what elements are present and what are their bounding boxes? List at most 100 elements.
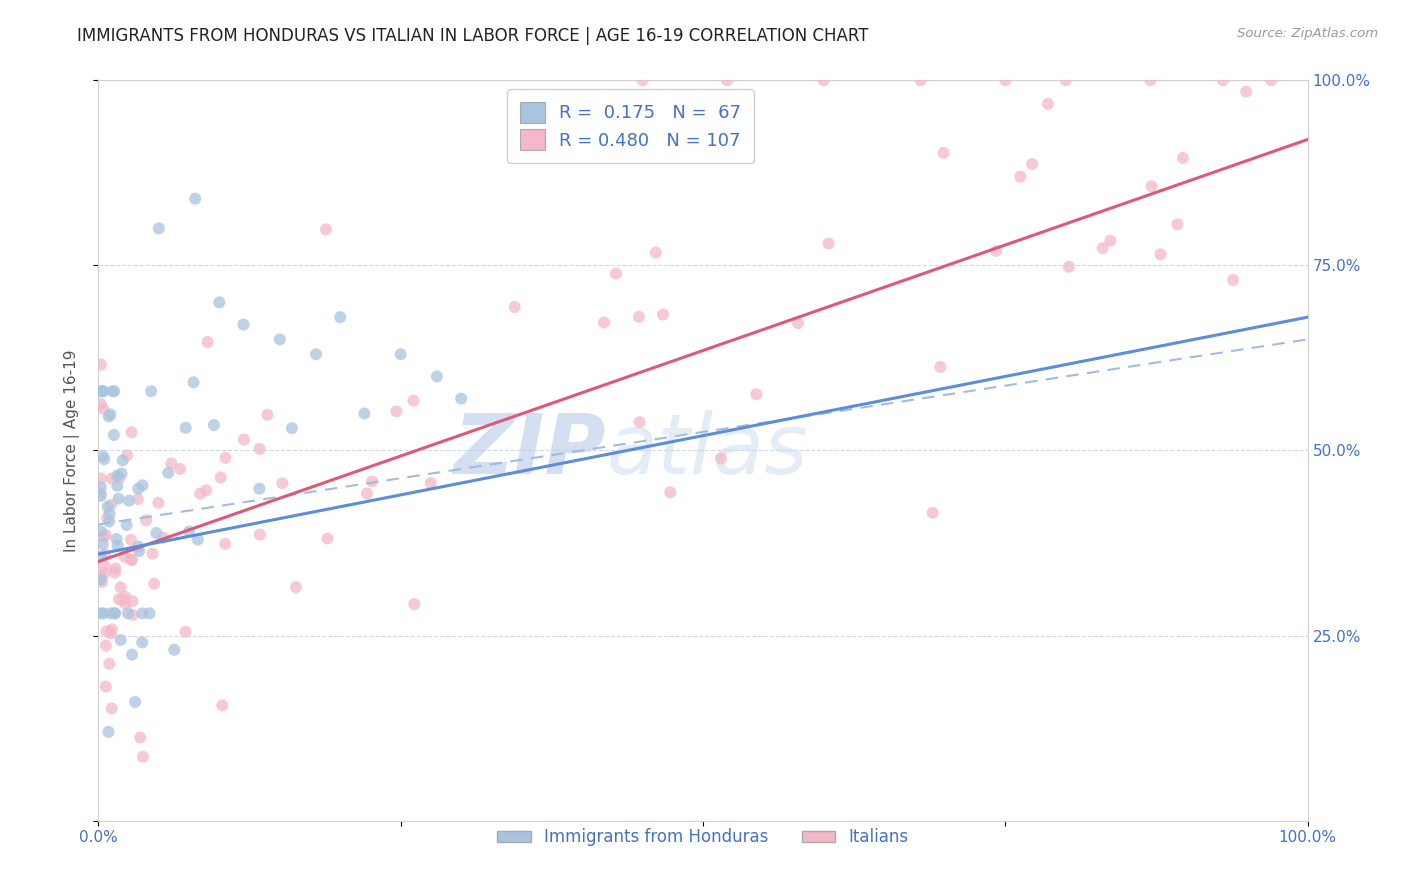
Point [745,387,768,401]
Point [285,580,308,594]
Point [281,421,304,435]
Point [1212,73,1234,87]
Point [389,347,412,361]
Point [93,452,115,467]
Point [1010,169,1032,184]
Point [103,428,125,442]
Point [139,384,162,399]
Point [114,597,136,611]
Point [90,568,112,582]
Point [91,401,114,416]
Point [503,300,526,314]
Point [90,549,112,564]
Point [105,532,128,546]
Point [160,457,183,471]
Point [118,493,141,508]
Point [127,540,149,554]
Point [353,407,375,421]
Point [90,397,112,411]
Point [131,635,153,649]
Y-axis label: In Labor Force | Age 16-19: In Labor Force | Age 16-19 [65,349,80,552]
Point [108,471,131,485]
Point [419,475,441,490]
Point [127,482,149,496]
Point [94,548,117,562]
Point [710,451,733,466]
Point [1139,73,1161,87]
Point [94,528,117,542]
Point [644,245,666,260]
Point [90,471,112,485]
Text: IMMIGRANTS FROM HONDURAS VS ITALIAN IN LABOR FORCE | AGE 16-19 CORRELATION CHART: IMMIGRANTS FROM HONDURAS VS ITALIAN IN L… [77,27,869,45]
Point [211,698,233,713]
Point [121,648,143,662]
Point [128,544,150,558]
Point [1234,85,1257,99]
Point [121,425,143,440]
Point [143,576,166,591]
Point [90,489,112,503]
Point [249,442,271,456]
Point [152,531,174,545]
Point [627,310,650,324]
Point [174,624,197,639]
Point [100,408,122,422]
Point [115,448,138,462]
Point [135,513,157,527]
Point [184,192,207,206]
Point [117,607,139,621]
Point [101,623,124,637]
Point [96,624,118,639]
Point [208,295,231,310]
Point [1222,273,1244,287]
Point [93,529,115,543]
Point [131,607,153,621]
Point [188,486,211,500]
Point [105,468,128,483]
Point [315,222,337,236]
Point [100,607,122,621]
Point [141,547,163,561]
Point [232,318,254,332]
Point [209,470,232,484]
Point [94,680,117,694]
Point [994,73,1017,87]
Point [90,573,112,587]
Point [124,695,146,709]
Point [90,486,112,500]
Point [107,491,129,506]
Point [129,731,152,745]
Point [104,607,127,621]
Point [93,566,115,581]
Point [169,462,191,476]
Point [132,749,155,764]
Point [100,626,122,640]
Point [148,496,170,510]
Point [197,334,219,349]
Point [145,525,167,540]
Point [652,308,675,322]
Point [361,475,384,489]
Point [1166,218,1188,232]
Point [183,376,205,390]
Point [121,594,143,608]
Point [249,527,271,541]
Point [121,552,143,566]
Point [131,478,153,492]
Point [659,485,682,500]
Point [233,433,256,447]
Point [450,392,472,406]
Point [1057,260,1080,274]
Point [910,73,932,87]
Point [929,359,952,374]
Point [121,553,143,567]
Point [104,561,127,575]
Point [716,73,738,87]
Point [100,472,122,486]
Point [179,524,201,539]
Point [91,574,114,589]
Point [94,639,117,653]
Point [104,607,127,621]
Point [195,483,218,498]
Point [605,267,627,281]
